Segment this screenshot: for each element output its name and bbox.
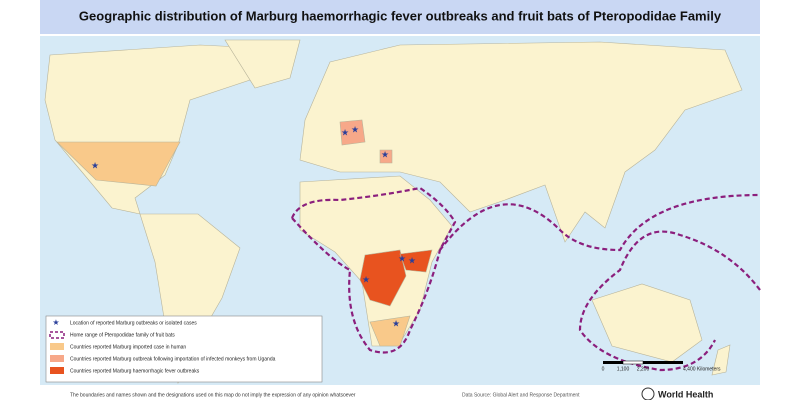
legend-swatch [50, 367, 64, 374]
marker: ★ [91, 160, 99, 170]
outbreak-country [399, 249, 433, 273]
greenland [224, 39, 301, 89]
legend-label: Countries reported Marburg haemorrhagic … [70, 368, 200, 374]
scale-segment [643, 361, 683, 364]
scale-label: 1,100 [617, 366, 630, 372]
legend: ★ Location of reported Marburg outbreaks… [45, 315, 323, 383]
new-zealand [711, 344, 731, 376]
eurasia [299, 41, 743, 243]
disclaimer: The boundaries and names shown and the d… [70, 392, 356, 398]
legend-label: Countries reported Marburg imported case… [70, 344, 186, 350]
who-emblem [641, 387, 655, 401]
marker: ★ [351, 124, 359, 134]
legend-label: Location of reported Marburg outbreaks o… [70, 320, 197, 326]
scale-label: 0 [602, 366, 605, 372]
marker: ★ [408, 255, 416, 265]
marker: ★ [381, 149, 389, 159]
legend-swatch [50, 343, 64, 350]
legend-label: Home range of Pteropodidae family of fru… [70, 332, 175, 338]
scale-label: 2,200 [637, 366, 650, 372]
marker: ★ [341, 127, 349, 137]
marker: ★ [362, 274, 370, 284]
legend-marker: ★ [52, 318, 59, 327]
scale-bar: 0 1,100 2,200 4,400 Kilometers [602, 360, 721, 372]
serbia [379, 149, 393, 164]
logo-text: World Health [658, 389, 713, 399]
outbreak-locations: ★ ★ ★ ★ ★ ★ ★ ★ [91, 124, 416, 328]
outbreak-country [359, 249, 407, 307]
data-source: Data Source: Global Alert and Response D… [462, 392, 580, 398]
title-bar [40, 0, 760, 34]
legend-box [45, 315, 323, 383]
scale-segment [603, 361, 623, 364]
germany [339, 119, 366, 146]
legend-swatch [50, 355, 64, 362]
scale-label: 4,400 Kilometers [683, 366, 721, 372]
scale-segment [622, 360, 644, 365]
title: Geographic distribution of Marburg haemo… [79, 8, 722, 23]
legend-swatch [49, 331, 65, 339]
marker: ★ [398, 253, 406, 263]
usa [56, 141, 181, 187]
australia [591, 283, 703, 363]
bat-range [290, 186, 761, 372]
legend-label: Countries reported Marburg outbreak foll… [70, 356, 276, 362]
marker: ★ [392, 318, 400, 328]
